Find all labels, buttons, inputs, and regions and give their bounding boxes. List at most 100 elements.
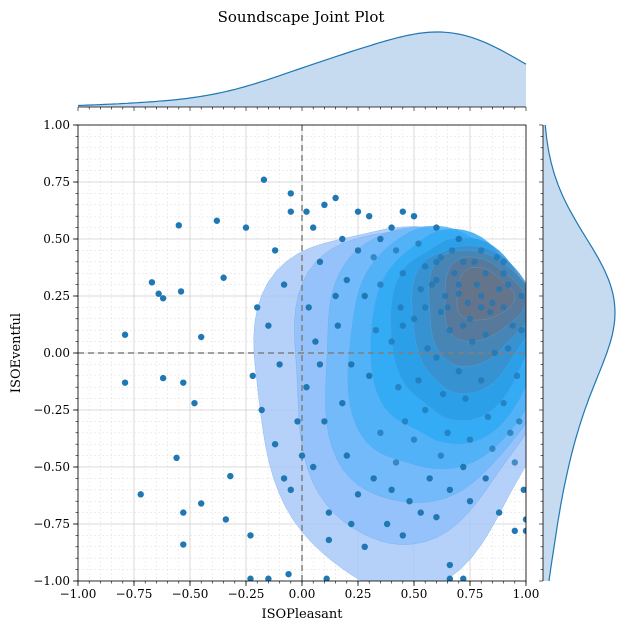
marginal-x-line [77, 31, 527, 107]
data-point [370, 475, 377, 482]
data-point [482, 331, 489, 338]
data-point [280, 475, 288, 482]
data-point [433, 276, 440, 284]
data-point [310, 224, 317, 231]
data-point [354, 247, 362, 254]
data-point [213, 217, 221, 224]
data-point [422, 263, 429, 270]
data-point [466, 498, 474, 505]
data-point [422, 304, 429, 311]
data-point [372, 327, 380, 334]
data-point [410, 436, 418, 443]
data-point [433, 224, 440, 231]
data-point [265, 575, 272, 581]
data-point [518, 327, 525, 334]
data-point [392, 459, 400, 466]
data-point [422, 406, 429, 414]
data-point [478, 247, 485, 254]
x-tick-label: 0.75 [457, 587, 484, 601]
x-axis-label: ISOPleasant [261, 607, 343, 622]
data-point [280, 281, 288, 288]
data-point [433, 513, 440, 521]
data-point [460, 575, 467, 581]
data-point [287, 190, 294, 197]
data-point [276, 361, 283, 368]
data-point [310, 463, 317, 471]
data-point [437, 254, 445, 261]
data-point [354, 491, 362, 498]
data-point [478, 292, 485, 300]
x-tick-label: −0.25 [228, 587, 265, 601]
marginal-y-fill [543, 125, 615, 581]
x-tick-label: −1.00 [60, 587, 97, 601]
data-point [325, 536, 333, 544]
data-point [366, 213, 373, 220]
data-point [173, 454, 180, 462]
y-axis-label: ISOEventful [9, 313, 24, 393]
data-point [254, 304, 261, 311]
chart-title: Soundscape Joint Plot [218, 8, 385, 26]
data-point [491, 349, 498, 357]
data-point [370, 254, 377, 261]
data-point [316, 361, 324, 368]
data-point [455, 368, 462, 375]
x-tick-label: 1.00 [513, 587, 540, 601]
data-point [489, 445, 496, 452]
data-point [486, 308, 494, 316]
data-point [285, 570, 292, 578]
data-point [397, 304, 404, 311]
data-point [484, 413, 492, 421]
x-ticks: −1.00 −0.75 −0.50 −0.25 0.00 0.25 0.50 0.75 1.00 [60, 581, 540, 601]
data-point [462, 395, 469, 402]
data-point [401, 418, 409, 425]
data-point [339, 399, 346, 407]
data-point [198, 333, 205, 341]
x-tick-label: 0.25 [345, 587, 372, 601]
data-point [482, 475, 489, 482]
data-point [437, 308, 445, 316]
data-point [444, 304, 451, 311]
data-point [159, 295, 167, 302]
data-point [220, 274, 227, 281]
data-point [249, 372, 256, 379]
data-point [439, 390, 447, 398]
data-point [191, 399, 198, 407]
data-point [446, 486, 454, 493]
data-point [316, 258, 324, 265]
data-point [428, 281, 436, 288]
marginal-y-line [544, 124, 616, 582]
y-tick-label: 1.00 [43, 118, 70, 132]
data-point [222, 516, 230, 523]
data-point [271, 441, 279, 448]
data-point [247, 575, 254, 581]
data-point [509, 322, 516, 329]
data-point [466, 436, 474, 443]
data-point [446, 561, 454, 569]
data-point [348, 520, 355, 528]
data-point [242, 224, 250, 231]
data-point [516, 418, 523, 425]
data-point [482, 270, 489, 277]
data-point [321, 418, 328, 425]
data-point [180, 509, 187, 516]
data-point [180, 379, 187, 386]
y-tick-label: 0.25 [43, 289, 70, 303]
data-point [442, 292, 449, 300]
y-ticks: −1.00 −0.75 −0.50 −0.25 0.00 0.25 0.50 0.75 1.00 [33, 118, 78, 588]
data-point [137, 491, 144, 498]
data-point [406, 498, 413, 505]
data-point [500, 270, 507, 277]
data-point [460, 322, 467, 329]
x-tick-label: 0.50 [401, 587, 428, 601]
data-point [500, 399, 507, 407]
data-point [437, 452, 445, 459]
data-point [121, 331, 129, 338]
data-point [287, 486, 294, 493]
data-point [348, 361, 355, 368]
data-point [388, 224, 395, 231]
data-point [495, 509, 503, 516]
data-point [455, 290, 462, 297]
y-tick-label: 0.00 [43, 346, 70, 360]
data-point [399, 270, 406, 277]
